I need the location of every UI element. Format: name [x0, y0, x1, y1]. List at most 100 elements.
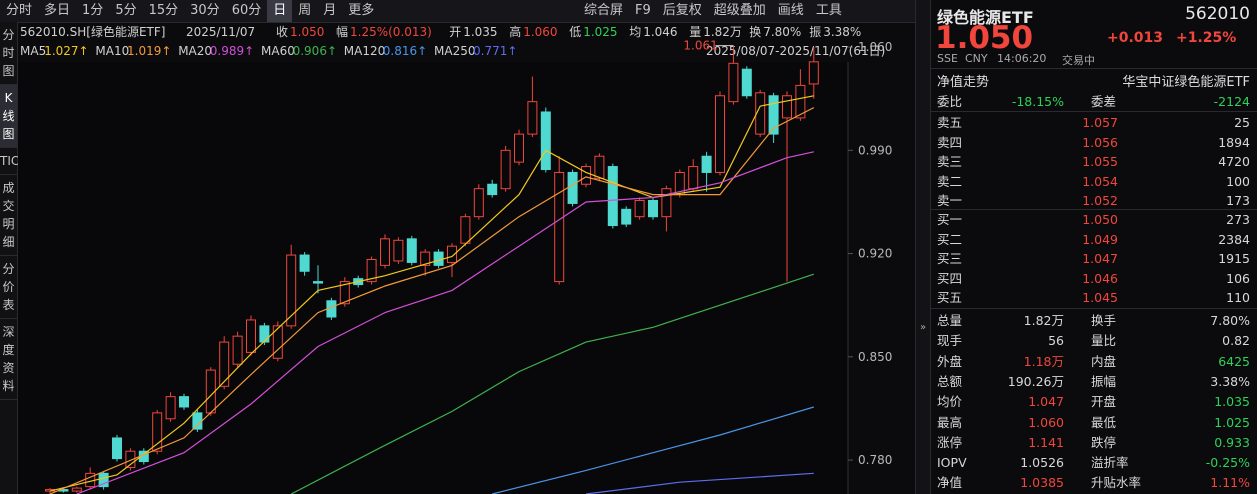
tool-button[interactable]: 后复权 [662, 3, 702, 18]
divider [931, 308, 1257, 309]
candle-body [152, 412, 163, 452]
level-volume: 106 [1226, 270, 1250, 286]
ask-row: 卖五 1.057 25 [931, 113, 1257, 132]
stat-label: 最低 [1091, 414, 1117, 430]
stat-label: 开盘 [1091, 394, 1117, 410]
candle-body [473, 188, 484, 218]
level-price: 1.055 [1082, 154, 1118, 169]
bid-row: 买二 1.049 2384 [931, 230, 1257, 249]
candle-body [648, 199, 658, 218]
candle-body [581, 166, 591, 185]
candle-body [661, 188, 672, 218]
ma-value: 0.771↑ [473, 44, 517, 58]
period-tab[interactable]: 1分 [82, 3, 104, 18]
level-volume: 2384 [1218, 231, 1250, 247]
level-price: 1.047 [1082, 251, 1118, 266]
stat-row: 净值 1.0385 升贴水率 1.11% [931, 473, 1257, 492]
y-tick-label: 0.990 [858, 143, 892, 157]
field-value: 1.050 [290, 25, 324, 39]
period-tab[interactable]: 多日 [44, 3, 71, 18]
stat-row: 最高 1.060 最低 1.025 [931, 413, 1257, 432]
side-tab[interactable]: 深度资料 [0, 319, 17, 400]
side-tab[interactable]: 分价表 [0, 256, 17, 319]
tool-button[interactable]: 超级叠加 [713, 3, 766, 18]
level-label: 卖五 [937, 115, 963, 130]
ask-row: 卖三 1.055 4720 [931, 152, 1257, 171]
candle-body [406, 238, 417, 263]
ma-name: MA120 [344, 44, 385, 58]
stat-value: -0.25% [1205, 455, 1250, 471]
level-label: 买三 [937, 251, 963, 266]
fund-code: 562010 [1185, 4, 1250, 24]
collapse-strip[interactable]: » [915, 0, 931, 494]
tool-button[interactable]: 画线 [777, 3, 804, 18]
level-volume: 110 [1226, 290, 1250, 305]
candle-body [366, 258, 377, 283]
side-tabs: 分时图 K线图 TICK 成交明细 分价表 深度资料 [0, 22, 27, 494]
stat-label: 升贴水率 [1091, 475, 1142, 491]
candle-body [286, 254, 297, 327]
level-volume: 1915 [1218, 251, 1250, 266]
period-tab[interactable]: 60分 [231, 3, 262, 18]
candle-body [795, 84, 806, 119]
y-tick-label: 0.850 [858, 350, 892, 364]
candle-body [621, 208, 632, 225]
side-tab[interactable]: 成交明细 [0, 175, 17, 256]
stat-label: 振幅 [1091, 373, 1117, 389]
price: 1.050 [935, 20, 1034, 56]
bid-row: 买一 1.050 273 [931, 210, 1257, 229]
candle-body [447, 245, 457, 263]
level-volume: 100 [1226, 173, 1250, 189]
level-label: 买五 [937, 290, 963, 305]
tool-button[interactable]: 工具 [815, 3, 842, 18]
stat-value: 1.141 [1028, 434, 1064, 450]
period-tab[interactable]: 日 [267, 0, 293, 22]
period-tab[interactable]: 月 [323, 3, 337, 18]
side-tab[interactable]: K线图 [0, 85, 17, 148]
quote-time: 14:06:20 [997, 52, 1047, 65]
period-tab[interactable]: 分时 [6, 3, 33, 18]
nav-title: 净值走势 [937, 75, 990, 90]
period-tab[interactable]: 更多 [348, 3, 375, 18]
field-value: 1.035 [463, 25, 497, 39]
candle-body [500, 149, 511, 190]
candle-body [594, 155, 605, 179]
candle-body [299, 254, 310, 272]
quote-panel: 绿色能源ETF 562010 1.050 +0.013 +1.25% SSE CNY 14:0… [930, 0, 1257, 494]
level-volume: 273 [1226, 212, 1250, 227]
bid-row: 买三 1.047 1915 [931, 249, 1257, 268]
period-tab[interactable]: 15分 [148, 3, 179, 18]
ma-name: MA60 [261, 44, 295, 58]
collapse-arrow[interactable]: » [920, 322, 927, 333]
period-tab[interactable]: 周 [298, 3, 312, 18]
period-tab[interactable]: 5分 [115, 3, 137, 18]
candle-body [741, 68, 752, 97]
stat-label: 内盘 [1091, 353, 1117, 369]
candle-body [339, 281, 350, 305]
level-price: 1.050 [1082, 212, 1118, 227]
level-volume: 1894 [1218, 134, 1250, 150]
index-name: 华宝中证绿色能源ETF [1122, 75, 1250, 90]
date: 2025/11/07 [186, 25, 255, 39]
ratio-value: -18.15% [1011, 94, 1064, 109]
tool-button[interactable]: F9 [635, 3, 651, 18]
side-tab[interactable]: TICK [0, 148, 27, 175]
side-tab[interactable]: 分时图 [0, 22, 17, 85]
field-label: 换 [749, 25, 761, 39]
period-tab[interactable]: 30分 [190, 3, 220, 18]
kline-chart: 1.060 0.990 0.920 0.850 0.780 562010.SH[绿色能源E… [18, 24, 892, 494]
stat-label: 最高 [937, 414, 963, 430]
date-range: 2025/08/07-2025/11/07(61日) [706, 44, 885, 58]
ask-row: 卖二 1.054 100 [931, 172, 1257, 191]
stat-label: 涨停 [937, 434, 963, 450]
field-label: 收 [276, 25, 288, 39]
y-tick-label: 1.060 [858, 40, 892, 54]
level-price: 1.057 [1082, 115, 1118, 130]
level-label: 卖三 [937, 154, 963, 169]
level-label: 买一 [937, 212, 963, 227]
tool-button[interactable]: 综合屏 [584, 3, 624, 18]
candle-body [514, 133, 524, 163]
diff-value: -2124 [1213, 94, 1250, 109]
change: +0.013 [1107, 30, 1164, 46]
field-value: 1.060 [523, 25, 557, 39]
